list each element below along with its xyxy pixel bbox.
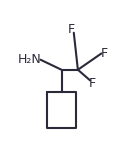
Text: F: F	[68, 23, 75, 36]
Text: F: F	[101, 47, 108, 60]
Text: H₂N: H₂N	[18, 53, 42, 66]
Text: F: F	[89, 77, 96, 90]
